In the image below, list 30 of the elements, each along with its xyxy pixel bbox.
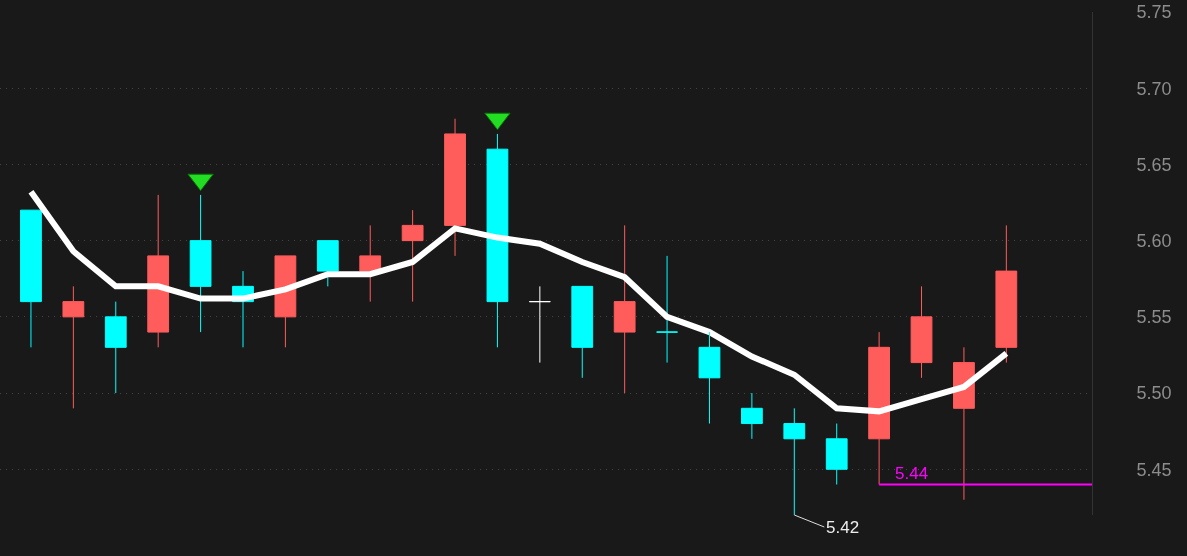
y-tick-label: 5.55 bbox=[1136, 307, 1172, 328]
candlestick bbox=[104, 301, 127, 394]
candlestick bbox=[147, 194, 170, 348]
text: 5.42 bbox=[826, 518, 860, 537]
candlestick bbox=[62, 285, 85, 409]
candlestick bbox=[359, 224, 382, 303]
y-tick-label: 5.65 bbox=[1136, 154, 1172, 175]
candlestick bbox=[528, 285, 551, 364]
candlestick bbox=[189, 194, 212, 333]
candlestick bbox=[995, 224, 1018, 364]
candlestick bbox=[444, 118, 466, 257]
candlestick bbox=[783, 407, 806, 515]
candlestick bbox=[571, 285, 594, 379]
y-tick-label: 5.60 bbox=[1136, 230, 1172, 251]
y-tick-label: 5.50 bbox=[1136, 383, 1172, 404]
y-tick-label: 5.75 bbox=[1136, 2, 1172, 23]
candlestick bbox=[20, 209, 42, 348]
candlestick bbox=[613, 224, 636, 394]
candlestick bbox=[401, 209, 424, 303]
candlestick bbox=[486, 133, 509, 348]
candlestick bbox=[910, 285, 933, 379]
y-tick-label: 5.70 bbox=[1136, 78, 1172, 99]
candlestick bbox=[698, 331, 721, 425]
candlestick bbox=[825, 423, 848, 486]
ref-line-label: 5.44 bbox=[895, 464, 929, 483]
y-tick-label: 5.45 bbox=[1136, 459, 1172, 480]
candlestick bbox=[741, 392, 763, 440]
candlestick bbox=[868, 331, 890, 486]
candlestick bbox=[656, 255, 678, 364]
candlestick bbox=[316, 240, 339, 287]
